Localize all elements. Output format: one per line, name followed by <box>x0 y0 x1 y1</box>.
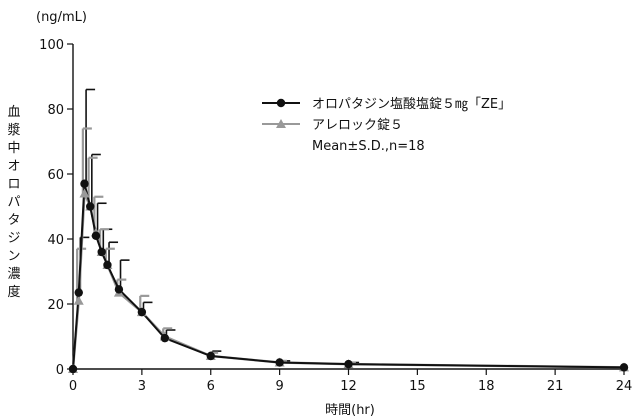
y-axis-label-char: パ <box>7 195 21 210</box>
y-axis-label-char: 血 <box>7 105 21 120</box>
y-axis-label-char: オ <box>7 159 21 174</box>
data-point-ze <box>91 231 101 240</box>
y-tick-label: 60 <box>47 168 64 183</box>
data-point-ze <box>619 363 629 372</box>
x-tick-label: 3 <box>138 379 146 394</box>
legend-label-ze: オロパタジン塩酸塩錠５㎎「ZE」 <box>312 97 511 112</box>
x-tick-label: 18 <box>478 379 495 394</box>
data-point-ze <box>275 358 284 367</box>
data-point-ze <box>86 202 95 211</box>
y-tick-label: 80 <box>47 103 64 118</box>
y-axis-label-char: 漿 <box>7 123 21 138</box>
y-axis-label-char: 度 <box>7 285 21 300</box>
x-tick-label: 12 <box>340 379 357 394</box>
y-axis-label-char: 濃 <box>7 267 21 282</box>
axes-layer: 0 3 6 9 12 15 18 21 24 0 20 40 60 80 100 <box>39 38 632 394</box>
y-axis-label-char: 中 <box>7 141 21 156</box>
legend-label-allelock: アレロック錠５ <box>312 118 403 133</box>
data-point-allelock <box>73 295 84 305</box>
data-point-ze <box>80 179 89 188</box>
data-point-ze <box>344 359 353 369</box>
y-axis-label-char: タ <box>7 213 21 228</box>
y-tick-label: 100 <box>39 38 64 53</box>
data-point-ze <box>160 333 170 343</box>
data-point-allelock <box>79 188 90 198</box>
markers-layer <box>68 179 629 374</box>
y-axis-label-char: ロ <box>7 177 21 192</box>
data-point-ze <box>74 288 83 297</box>
y-tick-label: 20 <box>47 298 64 313</box>
x-tick-label: 21 <box>547 379 564 394</box>
y-axis-label-char: ジ <box>7 231 21 246</box>
x-axis-label: 時間(hr) <box>325 403 375 418</box>
data-point-ze <box>68 364 78 374</box>
data-point-ze <box>114 285 124 294</box>
x-tick-label: 6 <box>207 379 215 394</box>
y-axis-label-char: ン <box>7 249 21 264</box>
y-tick-label: 40 <box>47 233 64 248</box>
legend-marker-allelock <box>276 119 286 128</box>
legend-marker-ze <box>276 98 286 108</box>
data-point-ze <box>97 247 106 257</box>
series-line-ze <box>72 183 625 370</box>
x-tick-label: 0 <box>69 379 77 394</box>
unit-label: (ng/mL) <box>36 10 87 25</box>
legend: オロパタジン塩酸塩錠５㎎「ZE」 アレロック錠５ Mean±S.D.,n=18 <box>262 97 511 154</box>
x-tick-label: 24 <box>616 379 633 394</box>
data-point-ze <box>103 260 112 270</box>
series-line-allelock <box>71 193 625 370</box>
x-tick-label: 9 <box>275 379 283 394</box>
y-tick-label: 0 <box>56 363 64 378</box>
data-point-ze <box>206 351 215 361</box>
data-point-ze <box>137 307 147 317</box>
x-tick-label: 15 <box>409 379 426 394</box>
legend-note: Mean±S.D.,n=18 <box>312 139 425 154</box>
series-lines-layer <box>71 183 625 370</box>
